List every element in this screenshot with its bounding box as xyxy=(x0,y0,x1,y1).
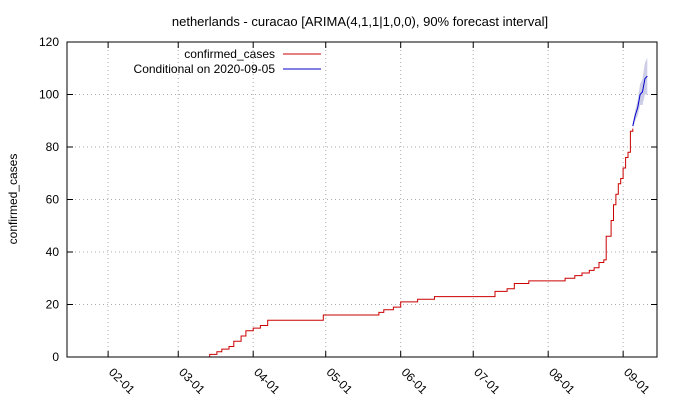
x-tick-label: 02-01 xyxy=(106,365,138,397)
y-tick-label: 0 xyxy=(52,350,59,364)
y-tick-label: 120 xyxy=(39,35,59,49)
y-tick-label: 20 xyxy=(46,298,60,312)
series-line-confirmed-cases xyxy=(207,128,634,358)
y-tick-label: 80 xyxy=(46,140,60,154)
x-tick-label: 03-01 xyxy=(176,365,208,397)
chart-title: netherlands - curacao [ARIMA(4,1,1|1,0,0… xyxy=(172,14,548,29)
y-tick-label: 40 xyxy=(46,245,60,259)
x-tick-label: 08-01 xyxy=(546,365,578,397)
y-tick-label: 100 xyxy=(39,88,59,102)
x-axis-ticks: 02-01 03-01 04-01 05-01 06-01 07-01 08-01 09-01 xyxy=(106,42,653,397)
series-line-conditional-forecast xyxy=(632,75,648,127)
legend-label-confirmed-cases: confirmed_cases xyxy=(184,47,275,61)
legend: confirmed_cases Conditional on 2020-09-0… xyxy=(134,47,321,76)
x-tick-label: 04-01 xyxy=(251,365,283,397)
series-layer xyxy=(207,75,648,358)
x-tick-label: 07-01 xyxy=(471,365,503,397)
x-tick-label: 09-01 xyxy=(621,365,653,397)
legend-label-conditional-forecast: Conditional on 2020-09-05 xyxy=(134,62,276,76)
x-tick-label: 06-01 xyxy=(399,365,431,397)
y-tick-label: 60 xyxy=(46,193,60,207)
grid xyxy=(67,42,657,357)
y-axis-ticks: 0 20 40 60 80 100 120 xyxy=(39,35,657,364)
x-tick-label: 05-01 xyxy=(324,365,356,397)
y-axis-label: confirmed_cases xyxy=(6,154,20,245)
